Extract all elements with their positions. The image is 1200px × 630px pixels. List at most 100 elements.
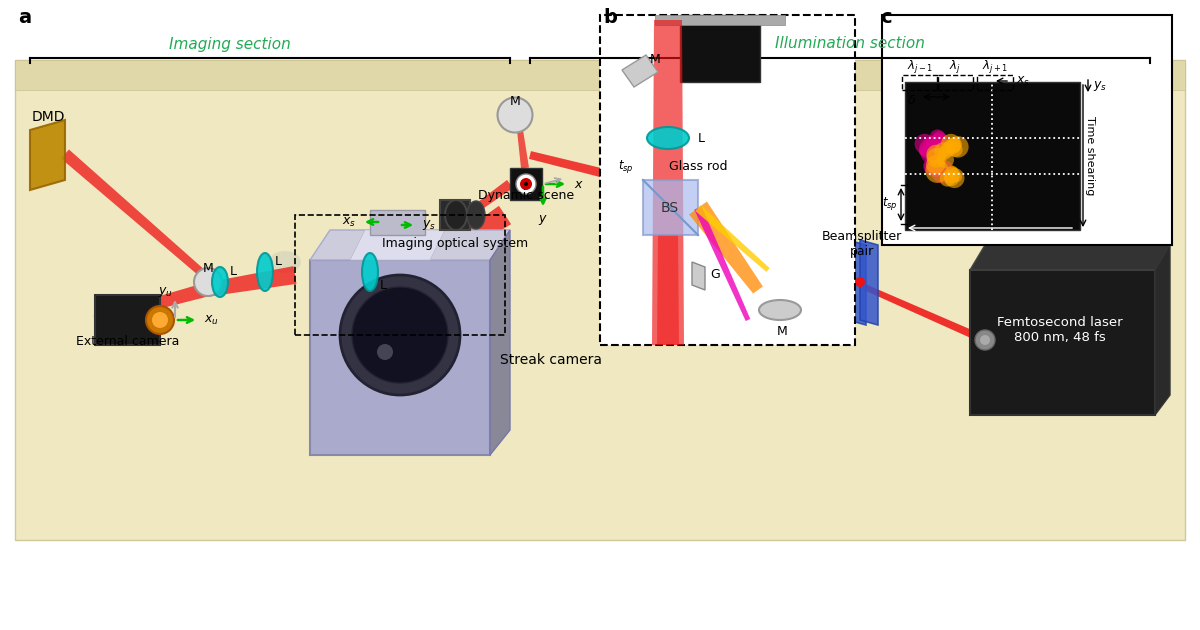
Circle shape	[944, 168, 965, 188]
Circle shape	[854, 277, 865, 287]
Text: a: a	[18, 8, 31, 27]
Bar	[610, 147, 664, 182]
Text: $y_s$: $y_s$	[1093, 79, 1108, 93]
Polygon shape	[714, 212, 718, 228]
Ellipse shape	[212, 267, 228, 297]
Polygon shape	[529, 151, 668, 194]
Polygon shape	[204, 266, 296, 297]
Polygon shape	[350, 230, 445, 260]
Polygon shape	[708, 175, 730, 198]
Circle shape	[948, 142, 962, 157]
Bar	[440, 200, 470, 230]
Circle shape	[914, 134, 935, 154]
Circle shape	[926, 145, 946, 164]
Bar	[295, 215, 505, 335]
Circle shape	[931, 160, 955, 183]
Polygon shape	[94, 284, 206, 325]
Text: $\lambda_j$: $\lambda_j$	[949, 58, 961, 75]
Ellipse shape	[698, 178, 706, 200]
Polygon shape	[14, 60, 1186, 90]
Ellipse shape	[706, 175, 710, 198]
Polygon shape	[748, 230, 752, 250]
Bar	[510, 168, 542, 200]
Ellipse shape	[677, 175, 683, 198]
Ellipse shape	[362, 253, 378, 291]
Text: M: M	[776, 325, 787, 338]
Polygon shape	[1154, 245, 1170, 415]
Circle shape	[937, 134, 947, 143]
Circle shape	[935, 142, 952, 160]
Bar	[655, 15, 785, 25]
Bar	[937, 75, 973, 90]
Polygon shape	[654, 169, 660, 189]
Ellipse shape	[727, 178, 733, 200]
Polygon shape	[689, 202, 763, 294]
Text: Streak camera: Streak camera	[500, 353, 602, 367]
Polygon shape	[310, 230, 510, 260]
Text: External camera: External camera	[77, 335, 180, 348]
Polygon shape	[695, 205, 769, 272]
Circle shape	[944, 138, 961, 154]
Bar	[977, 75, 1013, 90]
Circle shape	[377, 344, 394, 360]
Ellipse shape	[194, 268, 222, 296]
Circle shape	[950, 171, 962, 182]
Polygon shape	[731, 221, 734, 233]
Ellipse shape	[760, 300, 802, 320]
Text: M: M	[510, 95, 521, 108]
Ellipse shape	[445, 200, 467, 230]
Polygon shape	[692, 262, 706, 290]
Text: L: L	[230, 265, 238, 278]
Circle shape	[941, 142, 955, 158]
Circle shape	[919, 147, 926, 156]
Bar	[370, 210, 425, 235]
Circle shape	[923, 135, 940, 152]
Circle shape	[925, 163, 937, 175]
Polygon shape	[652, 20, 684, 345]
Text: Imaging section: Imaging section	[169, 37, 290, 52]
Bar	[95, 295, 160, 345]
Circle shape	[947, 137, 962, 152]
Polygon shape	[377, 246, 448, 285]
Text: $x$: $x$	[574, 178, 584, 190]
Text: BS: BS	[661, 201, 679, 215]
Ellipse shape	[467, 201, 485, 229]
Polygon shape	[624, 169, 630, 177]
Polygon shape	[860, 240, 878, 325]
Text: $\lambda_{j+1}$: $\lambda_{j+1}$	[982, 58, 1008, 75]
Circle shape	[152, 312, 168, 328]
Text: b: b	[604, 8, 617, 27]
Text: $y_s$: $y_s$	[422, 218, 436, 232]
Text: Dispersion: Dispersion	[931, 233, 989, 243]
Polygon shape	[970, 270, 1154, 415]
Circle shape	[937, 151, 954, 168]
Bar	[905, 82, 1080, 230]
Circle shape	[923, 156, 944, 176]
Text: $x_s$: $x_s$	[342, 215, 356, 229]
Circle shape	[516, 174, 536, 194]
Text: $\lambda_{j-1}$: $\lambda_{j-1}$	[907, 58, 934, 75]
Polygon shape	[649, 169, 654, 187]
Text: $y_u$: $y_u$	[158, 285, 173, 299]
Text: Illumination section: Illumination section	[775, 37, 925, 52]
Bar	[902, 75, 938, 90]
Polygon shape	[61, 149, 212, 283]
Circle shape	[524, 182, 528, 186]
Circle shape	[926, 148, 947, 168]
Circle shape	[920, 142, 941, 163]
Polygon shape	[698, 202, 850, 285]
Ellipse shape	[257, 253, 274, 291]
Circle shape	[980, 335, 990, 345]
Circle shape	[932, 133, 944, 145]
Text: Imaging optical system: Imaging optical system	[382, 237, 528, 250]
Polygon shape	[490, 230, 510, 455]
Text: Beamsplitter
pair: Beamsplitter pair	[822, 230, 902, 258]
Polygon shape	[644, 169, 649, 185]
Text: $t_{sp}$: $t_{sp}$	[882, 195, 898, 212]
Polygon shape	[658, 235, 679, 345]
Circle shape	[936, 165, 947, 176]
Polygon shape	[635, 169, 640, 181]
Polygon shape	[695, 207, 750, 321]
Polygon shape	[472, 180, 512, 213]
Bar	[600, 15, 854, 345]
